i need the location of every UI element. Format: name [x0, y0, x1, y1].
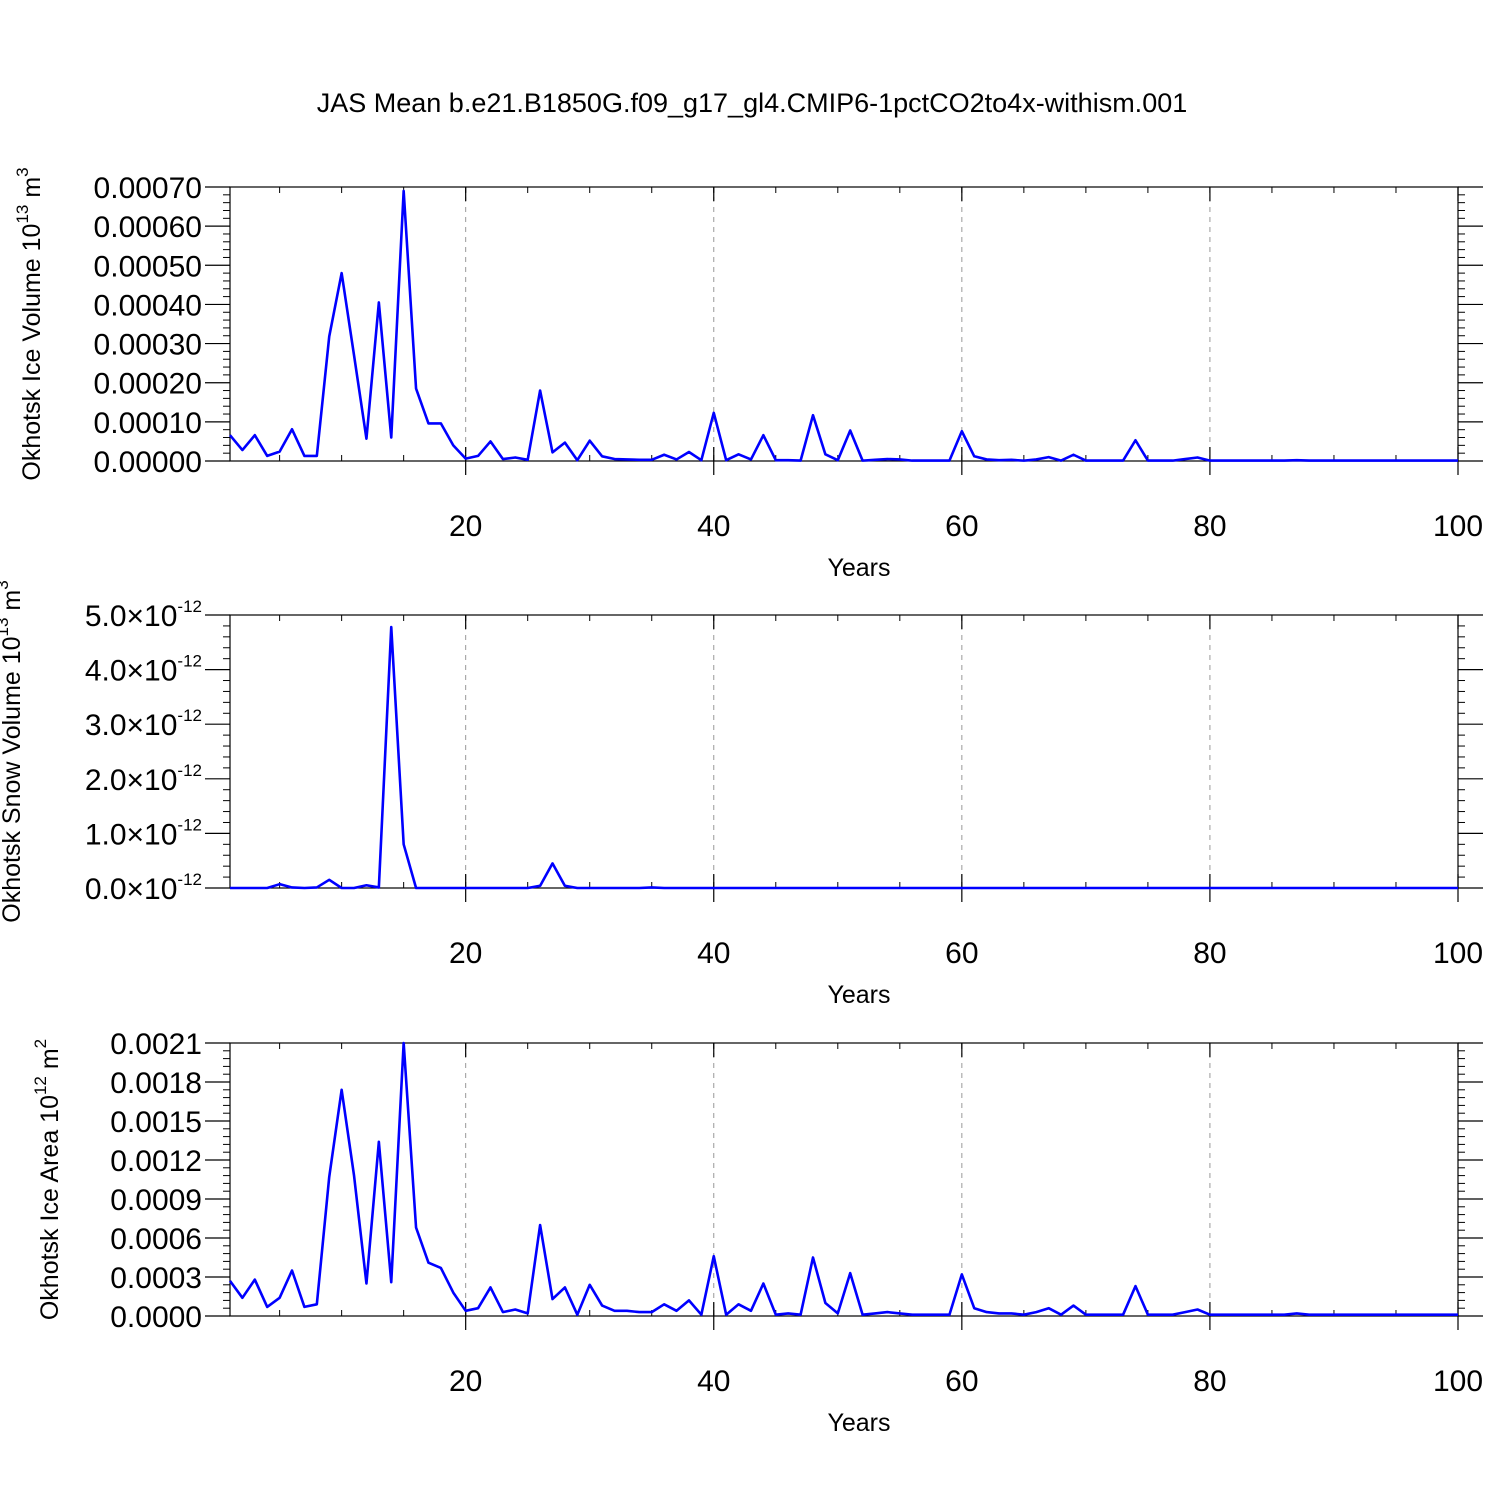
y-tick-mantissa: 2.0 — [85, 764, 127, 797]
y-axis-label: Okhotsk Ice Area 1012 m2 — [31, 1039, 64, 1320]
plot-frame — [229, 614, 1459, 889]
y-tick-label: 0.00010 — [94, 407, 202, 440]
y-tick-label: 0.0×10-12 — [85, 870, 202, 906]
x-tick-label: 80 — [1193, 1365, 1226, 1398]
y-label-unit-exponent: 2 — [31, 1039, 50, 1048]
x-tick-label: 60 — [945, 937, 978, 970]
x-axis-label: Years — [827, 1409, 890, 1437]
y-tick-times: ×10 — [127, 655, 178, 688]
y-tick-label: 0.0021 — [110, 1028, 202, 1061]
y-label-unit: m — [36, 1048, 64, 1076]
y-tick-label: 0.00030 — [94, 329, 202, 362]
y-label-unit-exponent: 3 — [0, 580, 12, 589]
y-label-text: Okhotsk Ice Volume 10 — [18, 224, 46, 481]
y-tick-label: 0.00000 — [94, 446, 202, 479]
y-tick-times: ×10 — [127, 600, 178, 633]
x-tick-label: 20 — [449, 510, 482, 543]
series-line — [228, 1041, 1458, 1316]
y-label-unit-exponent: 3 — [13, 167, 32, 176]
y-tick-label: 0.00050 — [94, 250, 202, 283]
panel-3: 20 40 60 80 100 0.0000 0.0003 0.0006 0.0009 0.001… — [31, 1028, 1483, 1437]
y-tick-label: 0.0000 — [110, 1301, 202, 1334]
y-tick-label: 0.0009 — [110, 1184, 202, 1217]
y-tick-mantissa: 3.0 — [85, 709, 127, 742]
x-tick-label: 20 — [449, 937, 482, 970]
y-tick-label: 3.0×10-12 — [85, 706, 202, 742]
y-tick-label: 0.0012 — [110, 1145, 202, 1178]
y-tick-mantissa: 5.0 — [85, 600, 127, 633]
y-tick-label: 0.00040 — [94, 289, 202, 322]
x-tick-label: 60 — [945, 510, 978, 543]
y-label-unit: m — [0, 590, 26, 618]
y-tick-times: ×10 — [127, 818, 178, 851]
y-tick-mantissa: 4.0 — [85, 655, 127, 688]
y-tick-label: 4.0×10-12 — [85, 652, 202, 688]
y-tick-label: 0.0003 — [110, 1262, 202, 1295]
figure-title: JAS Mean b.e21.B1850G.f09_g17_gl4.CMIP6-… — [317, 88, 1188, 118]
x-tick-label: 80 — [1193, 510, 1226, 543]
y-tick-mantissa: 1.0 — [85, 818, 127, 851]
y-label-text: Okhotsk Snow Volume 10 — [0, 636, 26, 922]
plot-frame — [229, 1042, 1459, 1317]
x-tick-label: 100 — [1433, 1365, 1483, 1398]
y-axis-label: Okhotsk Ice Volume 1013 m3 — [13, 167, 46, 480]
y-tick-label: 2.0×10-12 — [85, 761, 202, 797]
y-tick-exponent: -12 — [177, 706, 202, 725]
x-tick-label: 40 — [697, 1365, 730, 1398]
y-tick-label: 5.0×10-12 — [85, 597, 202, 633]
y-tick-times: ×10 — [127, 873, 178, 906]
y-label-exponent: 12 — [31, 1076, 50, 1095]
y-tick-label: 0.0006 — [110, 1223, 202, 1256]
x-tick-label: 40 — [697, 937, 730, 970]
x-axis-label: Years — [827, 981, 890, 1009]
y-tick-times: ×10 — [127, 764, 178, 797]
x-tick-label: 100 — [1433, 510, 1483, 543]
plot-frame — [229, 186, 1459, 462]
x-tick-label: 40 — [697, 510, 730, 543]
panel-2: 20 40 60 80 1000.0×10-121.0×10-122.0×10-123.… — [0, 580, 1483, 1009]
x-tick-label: 100 — [1433, 937, 1483, 970]
panels: 20 40 60 80 100 0.00000 0.00010 0.00020 0.00030 0… — [0, 167, 1483, 1437]
y-tick-label: 0.00060 — [94, 211, 202, 244]
y-tick-exponent: -12 — [177, 652, 202, 671]
y-axis-label: Okhotsk Snow Volume 1013 m3 — [0, 580, 26, 922]
series-line — [229, 189, 1458, 462]
panel-1: 20 40 60 80 100 0.00000 0.00010 0.00020 0.00030 0… — [13, 167, 1483, 582]
y-tick-times: ×10 — [127, 709, 178, 742]
y-label-unit: m — [18, 177, 46, 205]
y-tick-label: 0.00020 — [94, 368, 202, 401]
y-tick-exponent: -12 — [177, 870, 202, 889]
y-tick-exponent: -12 — [177, 597, 202, 616]
x-tick-label: 60 — [945, 1365, 978, 1398]
y-label-exponent: 13 — [0, 618, 12, 637]
y-tick-exponent: -12 — [177, 815, 202, 834]
y-tick-label: 0.0018 — [110, 1067, 202, 1100]
series-line — [230, 625, 1458, 890]
y-tick-mantissa: 0.0 — [85, 873, 127, 906]
x-tick-label: 20 — [449, 1365, 482, 1398]
y-label-exponent: 13 — [13, 205, 32, 224]
x-axis-label: Years — [827, 554, 890, 582]
y-label-text: Okhotsk Ice Area 10 — [36, 1095, 64, 1320]
y-tick-label: 1.0×10-12 — [85, 815, 202, 851]
x-tick-label: 80 — [1193, 937, 1226, 970]
y-tick-label: 0.00070 — [94, 172, 202, 205]
y-tick-label: 0.0015 — [110, 1106, 202, 1139]
y-tick-exponent: -12 — [177, 761, 202, 780]
